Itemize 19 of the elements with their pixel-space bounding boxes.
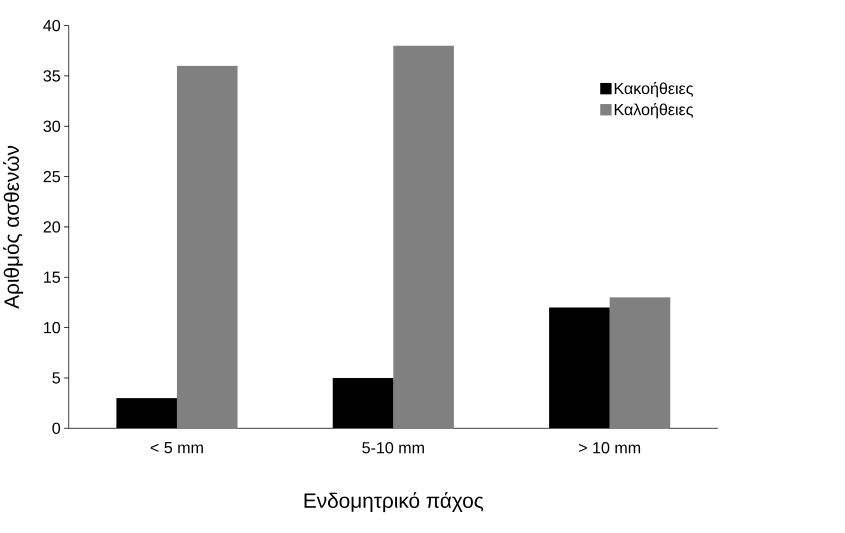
x-axis-title: Ενδομητρικό πάχος — [304, 492, 484, 512]
y-tick-label: 10 — [44, 322, 60, 334]
y-tick-label: 20 — [44, 221, 60, 233]
y-tick-label: 30 — [43, 120, 60, 132]
bar — [176, 66, 238, 429]
legend-label: Καλοήθειες — [614, 103, 693, 119]
bar — [393, 46, 454, 429]
x-tick-label: 5-10 mm — [362, 442, 424, 454]
y-tick-label: 5 — [52, 372, 60, 384]
y-tick-label: 0 — [52, 422, 60, 434]
y-tick-label: 25 — [44, 171, 60, 183]
y-tick-label: 15 — [44, 272, 60, 284]
y-tick-label: 35 — [43, 70, 60, 82]
y-axis-title: Αριθμός ασθενών — [3, 146, 24, 309]
y-tick-label: 40 — [43, 20, 60, 32]
x-tick-label: > 10 mm — [579, 442, 640, 454]
legend-label: Κακοήθειες — [614, 82, 693, 98]
bar — [610, 298, 670, 429]
x-tick-label: < 5 mm — [150, 442, 203, 454]
